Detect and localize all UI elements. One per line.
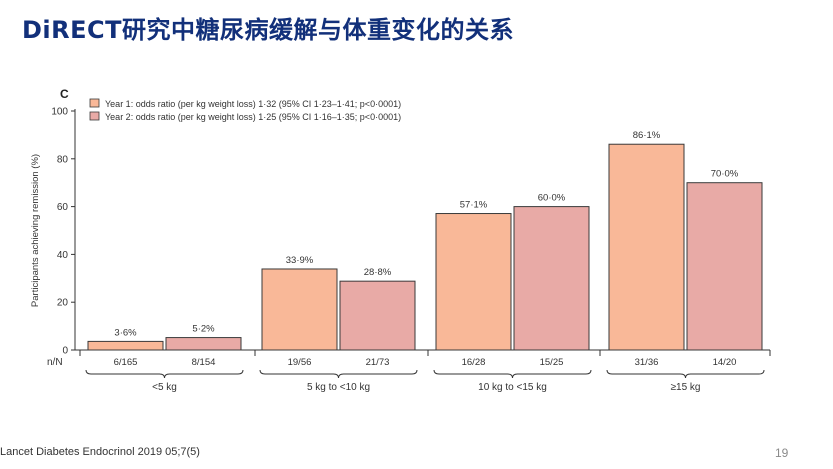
legend-swatch-series1 xyxy=(89,98,100,108)
category-brace xyxy=(433,369,592,379)
bar-value-label: 86·1% xyxy=(633,130,661,141)
bar-series2-group3 xyxy=(513,206,590,351)
bar-value-label: 33·9% xyxy=(286,255,314,266)
y-tick-label: 40 xyxy=(57,250,69,261)
y-tick-label: 80 xyxy=(57,154,69,165)
category-brace xyxy=(259,369,418,379)
bar-value-label: 3·6% xyxy=(114,327,137,338)
bar-n-label: 19/56 xyxy=(288,357,312,368)
n-over-n-label: n/N xyxy=(47,357,63,368)
category-brace xyxy=(85,369,244,379)
bar-series2-group2 xyxy=(339,280,416,351)
category-brace xyxy=(606,369,765,379)
y-tick-label: 100 xyxy=(51,107,68,118)
bar-n-label: 8/154 xyxy=(192,357,216,368)
panel-label: C xyxy=(60,87,69,101)
bar-n-label: 21/73 xyxy=(366,357,390,368)
bar-series1-group4 xyxy=(608,143,685,351)
y-axis-label: Participants achieving remission (%) xyxy=(30,154,41,307)
bar-series1-group1 xyxy=(87,340,164,351)
bar-value-label: 5·2% xyxy=(192,324,215,335)
page-number: 19 xyxy=(775,446,789,460)
bar-series1-group3 xyxy=(435,213,512,351)
bar-n-label: 6/165 xyxy=(114,357,138,368)
x-category-label: 5 kg to <10 kg xyxy=(307,382,370,393)
legend-label-series1: Year 1: odds ratio (per kg weight loss) … xyxy=(105,99,401,109)
bar-n-label: 15/25 xyxy=(540,357,564,368)
bar-series2-group1 xyxy=(165,337,242,351)
x-category-label: <5 kg xyxy=(152,382,177,393)
legend-label-series2: Year 2: odds ratio (per kg weight loss) … xyxy=(105,112,401,122)
bar-value-label: 57·1% xyxy=(460,200,488,211)
bar-value-label: 60·0% xyxy=(538,193,566,204)
slide-title: DiRECT研究中糖尿病缓解与体重变化的关系 xyxy=(22,16,515,44)
bar-series1-group2 xyxy=(261,268,338,351)
y-tick-label: 20 xyxy=(57,298,69,309)
y-tick-label: 0 xyxy=(62,346,68,357)
bar-n-label: 14/20 xyxy=(713,357,737,368)
bar-value-label: 28·8% xyxy=(364,267,392,278)
legend-swatch-series2 xyxy=(89,111,100,121)
x-category-label: ≥15 kg xyxy=(671,382,701,393)
bar-series2-group4 xyxy=(686,182,763,351)
x-category-label: 10 kg to <15 kg xyxy=(478,382,547,393)
bar-n-label: 31/36 xyxy=(635,357,659,368)
bar-value-label: 70·0% xyxy=(711,169,739,180)
y-tick-label: 60 xyxy=(57,202,69,213)
bar-n-label: 16/28 xyxy=(462,357,486,368)
citation: Lancet Diabetes Endocrinol 2019 05;7(5) xyxy=(0,446,200,458)
